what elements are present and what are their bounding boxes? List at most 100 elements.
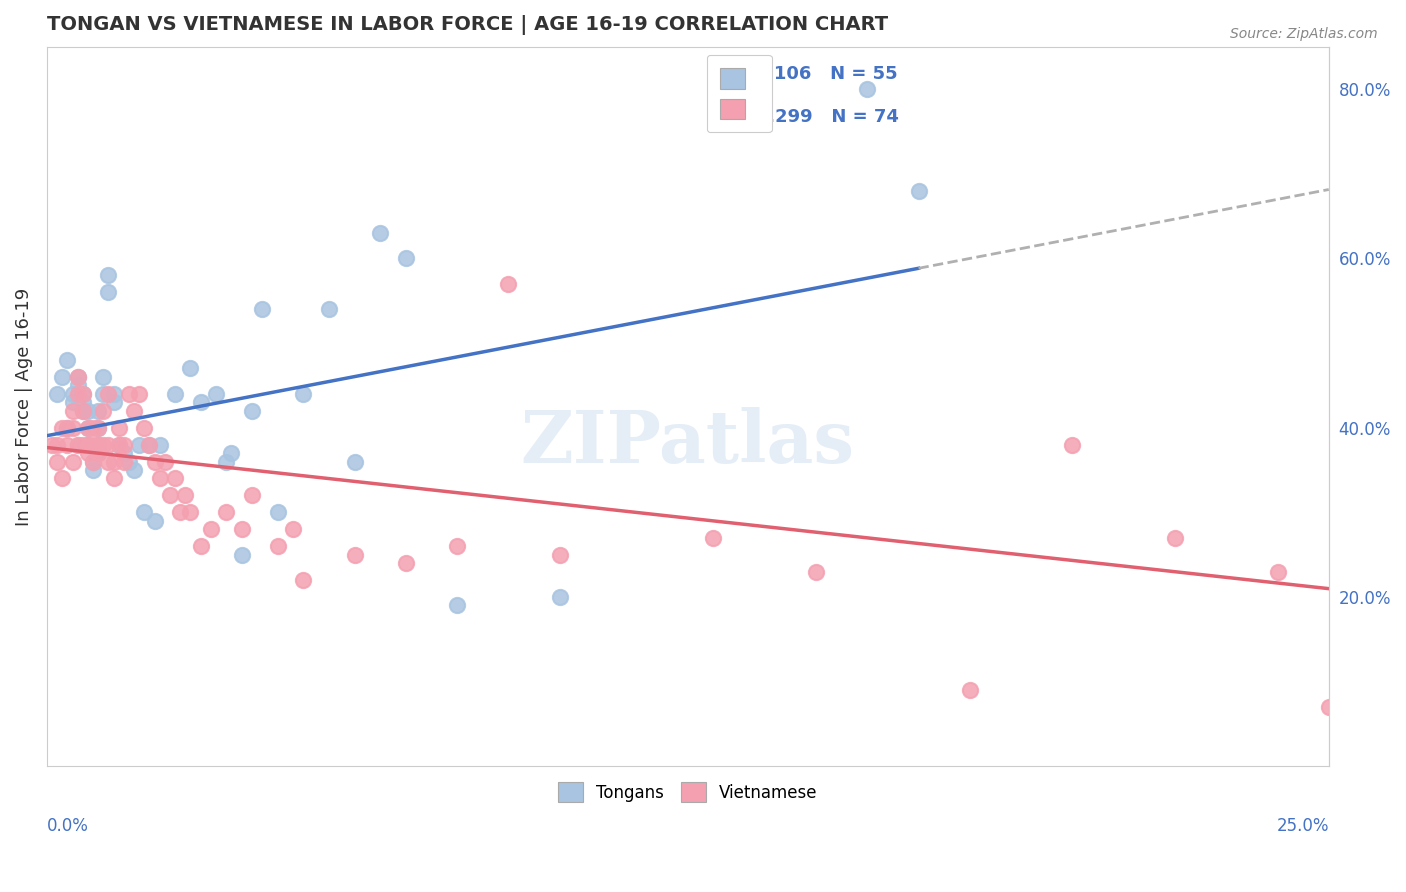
Point: [103, 395, 125, 409]
Point: [77, 437, 100, 451]
Point: [205, 386, 228, 401]
Point: [87, 446, 110, 460]
Point: [72, 386, 94, 401]
Point: [72, 437, 94, 451]
Y-axis label: In Labor Force | Age 16-19: In Labor Force | Age 16-19: [15, 287, 32, 525]
Point: [97, 454, 120, 468]
Point: [395, 252, 418, 266]
Point: [1317, 700, 1340, 714]
Point: [82, 420, 104, 434]
Point: [231, 548, 253, 562]
Point: [231, 522, 253, 536]
Point: [498, 277, 520, 291]
Point: [174, 488, 197, 502]
Point: [56, 437, 79, 451]
Point: [62, 395, 84, 409]
Point: [446, 539, 468, 553]
Point: [103, 386, 125, 401]
Point: [548, 548, 571, 562]
Point: [66, 437, 89, 451]
Point: [122, 403, 145, 417]
Point: [107, 437, 129, 451]
Point: [62, 403, 84, 417]
Point: [87, 403, 110, 417]
Point: [138, 437, 160, 451]
Point: [77, 437, 100, 451]
Point: [46, 437, 69, 451]
Point: [66, 369, 89, 384]
Point: [159, 488, 181, 502]
Point: [82, 454, 104, 468]
Point: [143, 514, 166, 528]
Point: [62, 454, 84, 468]
Point: [804, 565, 827, 579]
Point: [72, 403, 94, 417]
Point: [200, 522, 222, 536]
Point: [82, 454, 104, 468]
Text: TONGAN VS VIETNAMESE IN LABOR FORCE | AGE 16-19 CORRELATION CHART: TONGAN VS VIETNAMESE IN LABOR FORCE | AG…: [46, 15, 889, 35]
Text: 0.0%: 0.0%: [46, 817, 89, 835]
Point: [97, 437, 120, 451]
Point: [343, 548, 366, 562]
Point: [82, 463, 104, 477]
Point: [103, 454, 125, 468]
Point: [62, 420, 84, 434]
Point: [56, 420, 79, 434]
Point: [51, 369, 73, 384]
Point: [179, 505, 201, 519]
Point: [87, 420, 110, 434]
Point: [66, 386, 89, 401]
Legend: Tongans, Vietnamese: Tongans, Vietnamese: [544, 769, 831, 815]
Point: [72, 395, 94, 409]
Point: [72, 386, 94, 401]
Point: [118, 454, 141, 468]
Point: [446, 599, 468, 613]
Point: [395, 556, 418, 570]
Point: [215, 505, 238, 519]
Point: [318, 302, 340, 317]
Point: [134, 420, 156, 434]
Point: [292, 386, 315, 401]
Point: [702, 531, 724, 545]
Point: [266, 505, 288, 519]
Point: [103, 471, 125, 485]
Point: [91, 386, 114, 401]
Point: [46, 454, 69, 468]
Point: [56, 420, 79, 434]
Text: Source: ZipAtlas.com: Source: ZipAtlas.com: [1230, 27, 1378, 41]
Point: [51, 420, 73, 434]
Point: [112, 437, 135, 451]
Point: [46, 386, 69, 401]
Point: [66, 437, 89, 451]
Point: [221, 446, 243, 460]
Point: [281, 522, 304, 536]
Point: [292, 573, 315, 587]
Point: [91, 437, 114, 451]
Point: [87, 420, 110, 434]
Point: [215, 454, 238, 468]
Point: [1267, 565, 1289, 579]
Text: R =  0.106   N = 55: R = 0.106 N = 55: [707, 64, 897, 83]
Point: [907, 184, 929, 198]
Point: [97, 268, 120, 283]
Point: [72, 403, 94, 417]
Point: [66, 378, 89, 392]
Point: [118, 386, 141, 401]
Point: [856, 82, 879, 96]
Point: [368, 226, 391, 240]
Point: [77, 420, 100, 434]
Point: [97, 386, 120, 401]
Point: [959, 683, 981, 698]
Point: [66, 369, 89, 384]
Point: [548, 590, 571, 604]
Point: [128, 386, 150, 401]
Point: [143, 454, 166, 468]
Point: [165, 471, 187, 485]
Point: [112, 454, 135, 468]
Point: [190, 539, 212, 553]
Point: [165, 386, 187, 401]
Point: [87, 437, 110, 451]
Point: [240, 488, 263, 502]
Point: [1369, 582, 1392, 596]
Point: [134, 505, 156, 519]
